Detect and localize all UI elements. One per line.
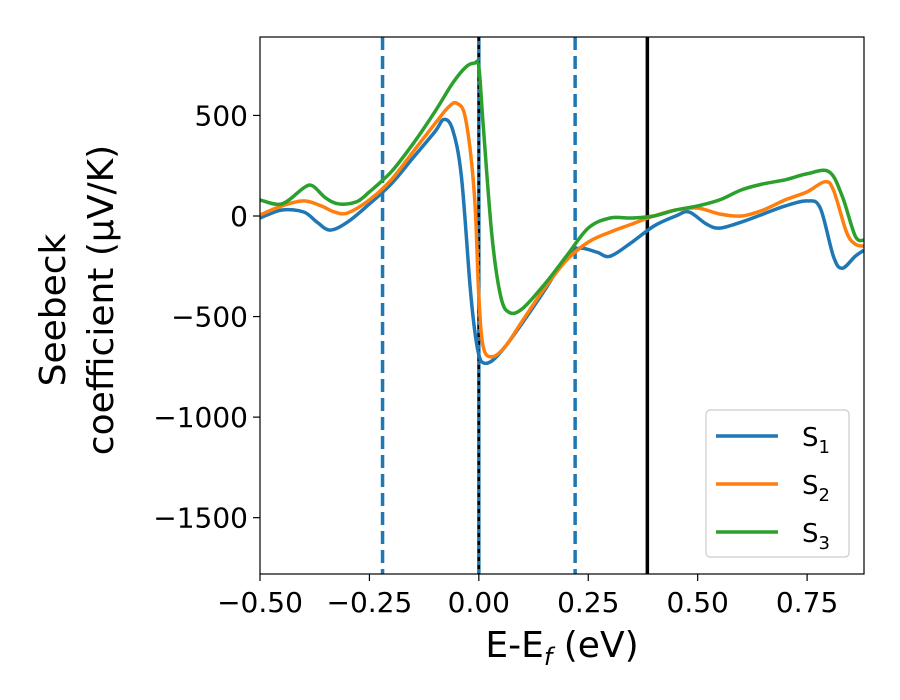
y-tick-label: 0 — [230, 200, 248, 233]
x-axis-ticks: −0.50 −0.25 0.00 0.25 0.50 0.75 — [217, 574, 838, 619]
y-axis-title-line1: Seebeck — [33, 233, 74, 386]
y-axis-title-line2: coefficient (μV/K) — [81, 145, 122, 455]
x-tick-label: 0.50 — [667, 586, 729, 619]
series-line-3 — [260, 59, 864, 316]
y-tick-label: −1000 — [153, 401, 248, 434]
y-tick-label: −1500 — [153, 502, 248, 535]
x-axis-title: E-Ef (eV) — [485, 625, 638, 671]
reference-lines — [380, 37, 650, 574]
legend-label-2: S2 — [802, 471, 830, 506]
legend-label-3: S3 — [802, 519, 830, 554]
y-tick-label: −500 — [171, 301, 248, 334]
series-lines — [260, 59, 864, 366]
x-tick-label: −0.50 — [217, 586, 303, 619]
plot-frame — [259, 36, 865, 575]
y-axis-ticks: 500 0 −500 −1000 −1500 — [153, 99, 260, 535]
series-line-1 — [260, 117, 864, 366]
x-tick-label: 0.75 — [776, 586, 838, 619]
series-line-2 — [260, 100, 864, 359]
legend: S1 S2 S3 — [705, 409, 850, 558]
legend-label-1: S1 — [802, 423, 830, 458]
y-tick-label: 500 — [195, 99, 248, 132]
x-tick-label: −0.25 — [327, 586, 413, 619]
x-tick-label: 0.25 — [557, 586, 619, 619]
x-tick-label: 0.00 — [448, 586, 510, 619]
